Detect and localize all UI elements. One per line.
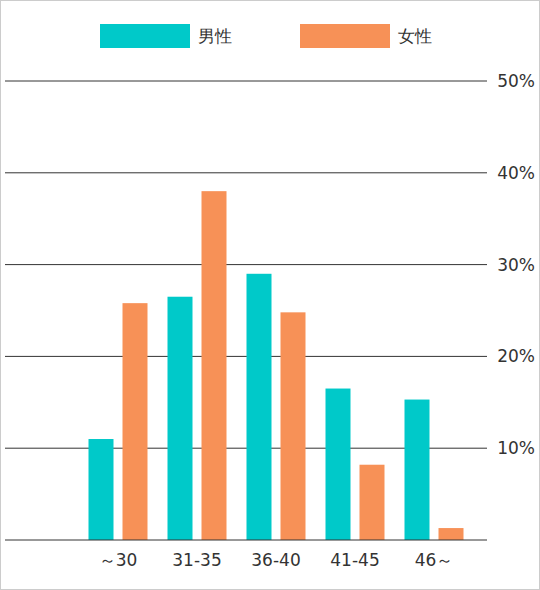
y-tick-label: 10% bbox=[497, 438, 535, 458]
x-axis-line bbox=[5, 540, 487, 541]
x-tick-label: 36-40 bbox=[251, 550, 300, 570]
y-tick-label: 20% bbox=[497, 346, 535, 366]
x-tick-label: 46～ bbox=[415, 550, 454, 570]
x-tick-label: ～30 bbox=[99, 550, 138, 570]
chart-svg: 10% 20% 30% 40% 50% ～30 31-35 36-40 41-45 46～ 男性 女性 bbox=[0, 0, 540, 590]
chart-container: 10% 20% 30% 40% 50% ～30 31-35 36-40 41-45 46～ 男性 女性 bbox=[0, 0, 540, 590]
bar bbox=[360, 465, 385, 540]
legend-swatch bbox=[100, 24, 190, 48]
bar bbox=[89, 439, 114, 540]
x-tick-label: 31-35 bbox=[172, 550, 221, 570]
y-tick-label: 50% bbox=[497, 71, 535, 91]
y-tick-label: 40% bbox=[497, 163, 535, 183]
bar bbox=[247, 274, 272, 540]
bar bbox=[202, 191, 227, 540]
grid-line bbox=[5, 172, 487, 173]
y-tick-label: 30% bbox=[497, 255, 535, 275]
legend-label: 男性 bbox=[198, 26, 232, 46]
bar bbox=[326, 389, 351, 540]
legend-swatch bbox=[300, 24, 390, 48]
bars bbox=[89, 191, 464, 540]
bar bbox=[123, 303, 148, 540]
bar bbox=[405, 400, 430, 540]
grid-line bbox=[5, 264, 487, 265]
legend: 男性 女性 bbox=[100, 24, 432, 48]
bar bbox=[439, 528, 464, 540]
grid-line bbox=[5, 356, 487, 357]
legend-label: 女性 bbox=[398, 26, 432, 46]
x-tick-label: 41-45 bbox=[330, 550, 379, 570]
grid-line bbox=[5, 81, 487, 82]
grid bbox=[5, 81, 487, 448]
bar bbox=[168, 297, 193, 540]
frame bbox=[1, 1, 540, 590]
bar bbox=[281, 312, 306, 540]
